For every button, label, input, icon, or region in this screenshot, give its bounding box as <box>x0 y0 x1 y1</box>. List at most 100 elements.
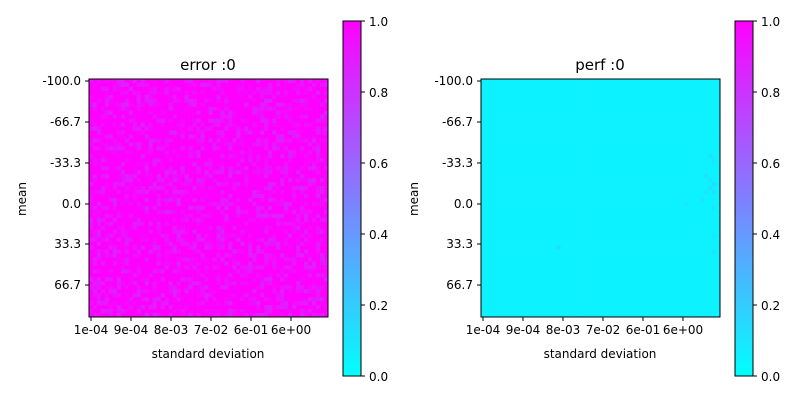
heatmap-cell <box>664 162 669 167</box>
heatmap-cell <box>132 170 138 175</box>
heatmap-cell <box>132 142 138 147</box>
heatmap-cell <box>204 82 209 88</box>
heatmap-cell <box>488 158 494 163</box>
heatmap-cell <box>248 293 253 298</box>
heatmap-cell <box>212 209 217 215</box>
heatmap-cell <box>288 194 293 199</box>
heatmap-cell <box>264 281 269 286</box>
heatmap-cell <box>240 249 245 254</box>
heatmap-cell <box>324 182 329 187</box>
heatmap-cell <box>268 134 273 139</box>
heatmap-cell <box>308 241 313 246</box>
heatmap-cell <box>132 110 138 116</box>
heatmap-cell <box>300 237 305 242</box>
heatmap-cell <box>304 90 309 96</box>
heatmap-cell <box>512 126 518 131</box>
heatmap-cell <box>304 281 309 286</box>
heatmap-cell <box>236 241 241 246</box>
heatmap-cell <box>516 126 522 131</box>
heatmap-cell <box>92 289 98 294</box>
heatmap-cell <box>628 94 633 100</box>
heatmap-cell <box>240 182 245 187</box>
heatmap-cell <box>140 261 146 266</box>
heatmap-cell <box>200 281 205 286</box>
heatmap-cell <box>316 285 321 290</box>
heatmap-cell <box>324 154 329 159</box>
heatmap-cell <box>308 293 313 298</box>
heatmap-cell <box>308 301 313 306</box>
heatmap-cell <box>252 122 257 127</box>
heatmap-cell <box>512 150 518 155</box>
heatmap-cell <box>188 98 193 104</box>
heatmap-cell <box>220 293 225 298</box>
heatmap-cell <box>260 245 265 250</box>
heatmap-cell <box>108 249 114 254</box>
heatmap-cell <box>308 221 313 227</box>
heatmap-cell <box>652 154 657 159</box>
heatmap-cell <box>696 90 701 96</box>
heatmap-cell <box>252 174 257 179</box>
heatmap-cell <box>192 98 197 104</box>
heatmap-cell <box>144 130 150 135</box>
heatmap-cell <box>252 94 257 100</box>
heatmap-cell <box>216 297 221 302</box>
heatmap-cell <box>160 217 166 223</box>
heatmap-cell <box>92 277 98 282</box>
heatmap-cell <box>576 110 581 116</box>
heatmap-cell <box>260 217 265 223</box>
heatmap-cell <box>104 217 110 223</box>
heatmap-cell <box>624 114 629 120</box>
heatmap-cell <box>624 98 629 104</box>
heatmap-cell <box>196 281 201 286</box>
heatmap-cell <box>116 122 122 127</box>
heatmap-cell <box>140 130 146 135</box>
heatmap-cell <box>664 154 669 159</box>
heatmap-cell <box>164 277 170 282</box>
heatmap-cell <box>132 130 138 135</box>
heatmap-cell <box>292 205 297 211</box>
heatmap-cell <box>296 273 301 278</box>
heatmap-cell <box>89 213 94 219</box>
heatmap-cell <box>200 233 205 239</box>
heatmap-cell <box>236 154 241 159</box>
heatmap-cell <box>200 297 205 302</box>
heatmap-cell <box>592 79 597 84</box>
heatmap-cell <box>660 118 665 123</box>
heatmap-cell <box>188 285 193 290</box>
heatmap-cell <box>108 98 114 104</box>
heatmap-cell <box>484 126 490 131</box>
heatmap-cell <box>260 138 265 143</box>
heatmap-cell <box>192 138 197 143</box>
heatmap-cell <box>544 150 550 155</box>
heatmap-cell <box>280 90 285 96</box>
heatmap-cell <box>220 225 225 231</box>
heatmap-cell <box>716 110 721 116</box>
heatmap-cell <box>264 182 269 187</box>
heatmap-cell <box>124 114 130 120</box>
heatmap-cell <box>248 190 253 195</box>
heatmap-cell <box>492 114 498 120</box>
heatmap-cell <box>108 213 114 219</box>
heatmap-cell <box>524 138 530 143</box>
heatmap-cell <box>144 237 150 242</box>
heatmap-cell <box>108 313 114 318</box>
heatmap-cell <box>500 150 506 155</box>
heatmap-cell <box>312 90 317 96</box>
heatmap-cell <box>152 114 158 120</box>
heatmap-cell <box>89 146 94 151</box>
heatmap-cell <box>200 269 205 274</box>
heatmap-cell <box>308 289 313 294</box>
heatmap-cell <box>164 229 170 235</box>
heatmap-cell <box>116 94 122 100</box>
heatmap-cell <box>92 249 98 254</box>
heatmap-cell <box>208 213 213 219</box>
heatmap-cell <box>108 245 114 250</box>
heatmap-cell <box>216 309 221 314</box>
heatmap-cell <box>312 273 317 278</box>
heatmap-cell <box>120 86 126 92</box>
heatmap-cell <box>564 82 569 88</box>
heatmap-cell <box>284 241 289 246</box>
heatmap-cell <box>188 79 193 84</box>
heatmap-cell <box>128 162 134 167</box>
heatmap-cell <box>236 122 241 127</box>
